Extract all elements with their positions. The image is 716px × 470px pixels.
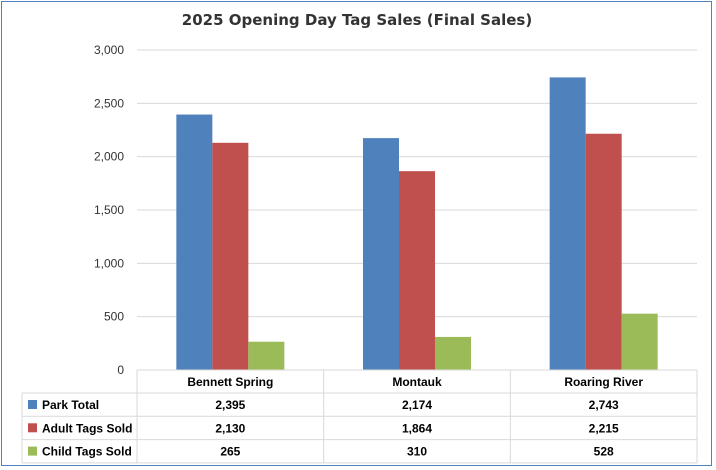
y-tick-label: 2,500 xyxy=(94,96,124,110)
bar xyxy=(435,336,471,370)
bar xyxy=(248,341,285,370)
chart-title: 2025 Opening Day Tag Sales (Final Sales) xyxy=(181,11,533,29)
legend-key xyxy=(28,423,37,433)
bar xyxy=(176,114,213,371)
data-cell: 528 xyxy=(594,445,614,459)
y-tick-label: 3,000 xyxy=(94,43,124,57)
data-cell: 2,743 xyxy=(589,398,619,412)
data-cell: 2,215 xyxy=(589,421,619,435)
data-cell: 2,130 xyxy=(215,421,245,435)
data-cell: 1,864 xyxy=(402,421,432,435)
y-tick-label: 1,500 xyxy=(94,203,124,217)
bar xyxy=(399,171,435,370)
y-tick-label: 500 xyxy=(104,310,124,324)
category-label: Bennett Spring xyxy=(187,375,273,389)
series-label: Park Total xyxy=(42,398,99,412)
legend-key xyxy=(28,400,37,409)
series-label: Adult Tags Sold xyxy=(42,421,132,435)
y-tick-label: 0 xyxy=(117,363,124,377)
data-cell: 310 xyxy=(407,445,427,459)
data-cell: 2,174 xyxy=(402,398,432,412)
series-label: Child Tags Sold xyxy=(42,445,132,459)
category-label: Roaring River xyxy=(564,375,643,389)
data-cell: 2,395 xyxy=(215,398,245,412)
bar xyxy=(363,138,399,370)
bar xyxy=(585,133,622,370)
category-label: Montauk xyxy=(392,375,442,389)
bar xyxy=(621,313,658,370)
legend-key xyxy=(28,446,37,456)
y-tick-label: 2,000 xyxy=(94,150,124,164)
bar xyxy=(549,77,586,370)
y-tick-label: 1,000 xyxy=(94,256,124,270)
data-cell: 265 xyxy=(220,445,240,459)
bar xyxy=(212,142,249,370)
